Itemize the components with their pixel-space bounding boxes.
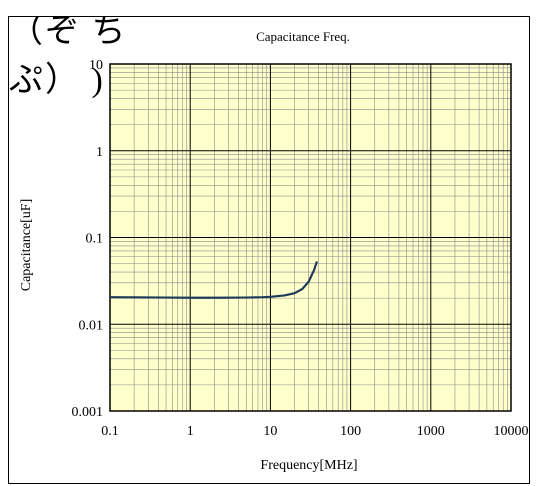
capacitance-chart: 0.1 1 10 100 1000 10000 0.001 0.01 0.1 1 10 Capacit… [19, 29, 529, 473]
y-tick-label: 0.1 [86, 232, 104, 247]
x-tick-label: 0.1 [101, 424, 119, 439]
y-axis-label: Capacitance[uF] [19, 199, 34, 292]
y-tick-label: 1 [96, 145, 103, 160]
x-tick-label: 100 [340, 424, 361, 439]
y-tick-label: 0.01 [79, 318, 104, 333]
chart-frame: （ぞ ち ぷ） ) 0.1 1 10 100 1000 10000 0.001 0.01 0.1… [8, 16, 530, 484]
y-tick-label: 10 [89, 58, 103, 73]
page-heading-fragment: （ぞ ち ぷ） ) [9, 16, 128, 99]
plot-border [109, 63, 512, 412]
x-tick-label: 1000 [417, 424, 445, 439]
x-axis-label: Frequency[MHz] [260, 458, 357, 473]
chart-title: Capacitance Freq. [256, 29, 350, 44]
x-tick-label: 10000 [494, 424, 529, 439]
y-tick-label: 0.001 [72, 405, 104, 420]
series-line [109, 261, 318, 299]
x-tick-label: 1 [187, 424, 194, 439]
x-tick-label: 10 [263, 424, 277, 439]
